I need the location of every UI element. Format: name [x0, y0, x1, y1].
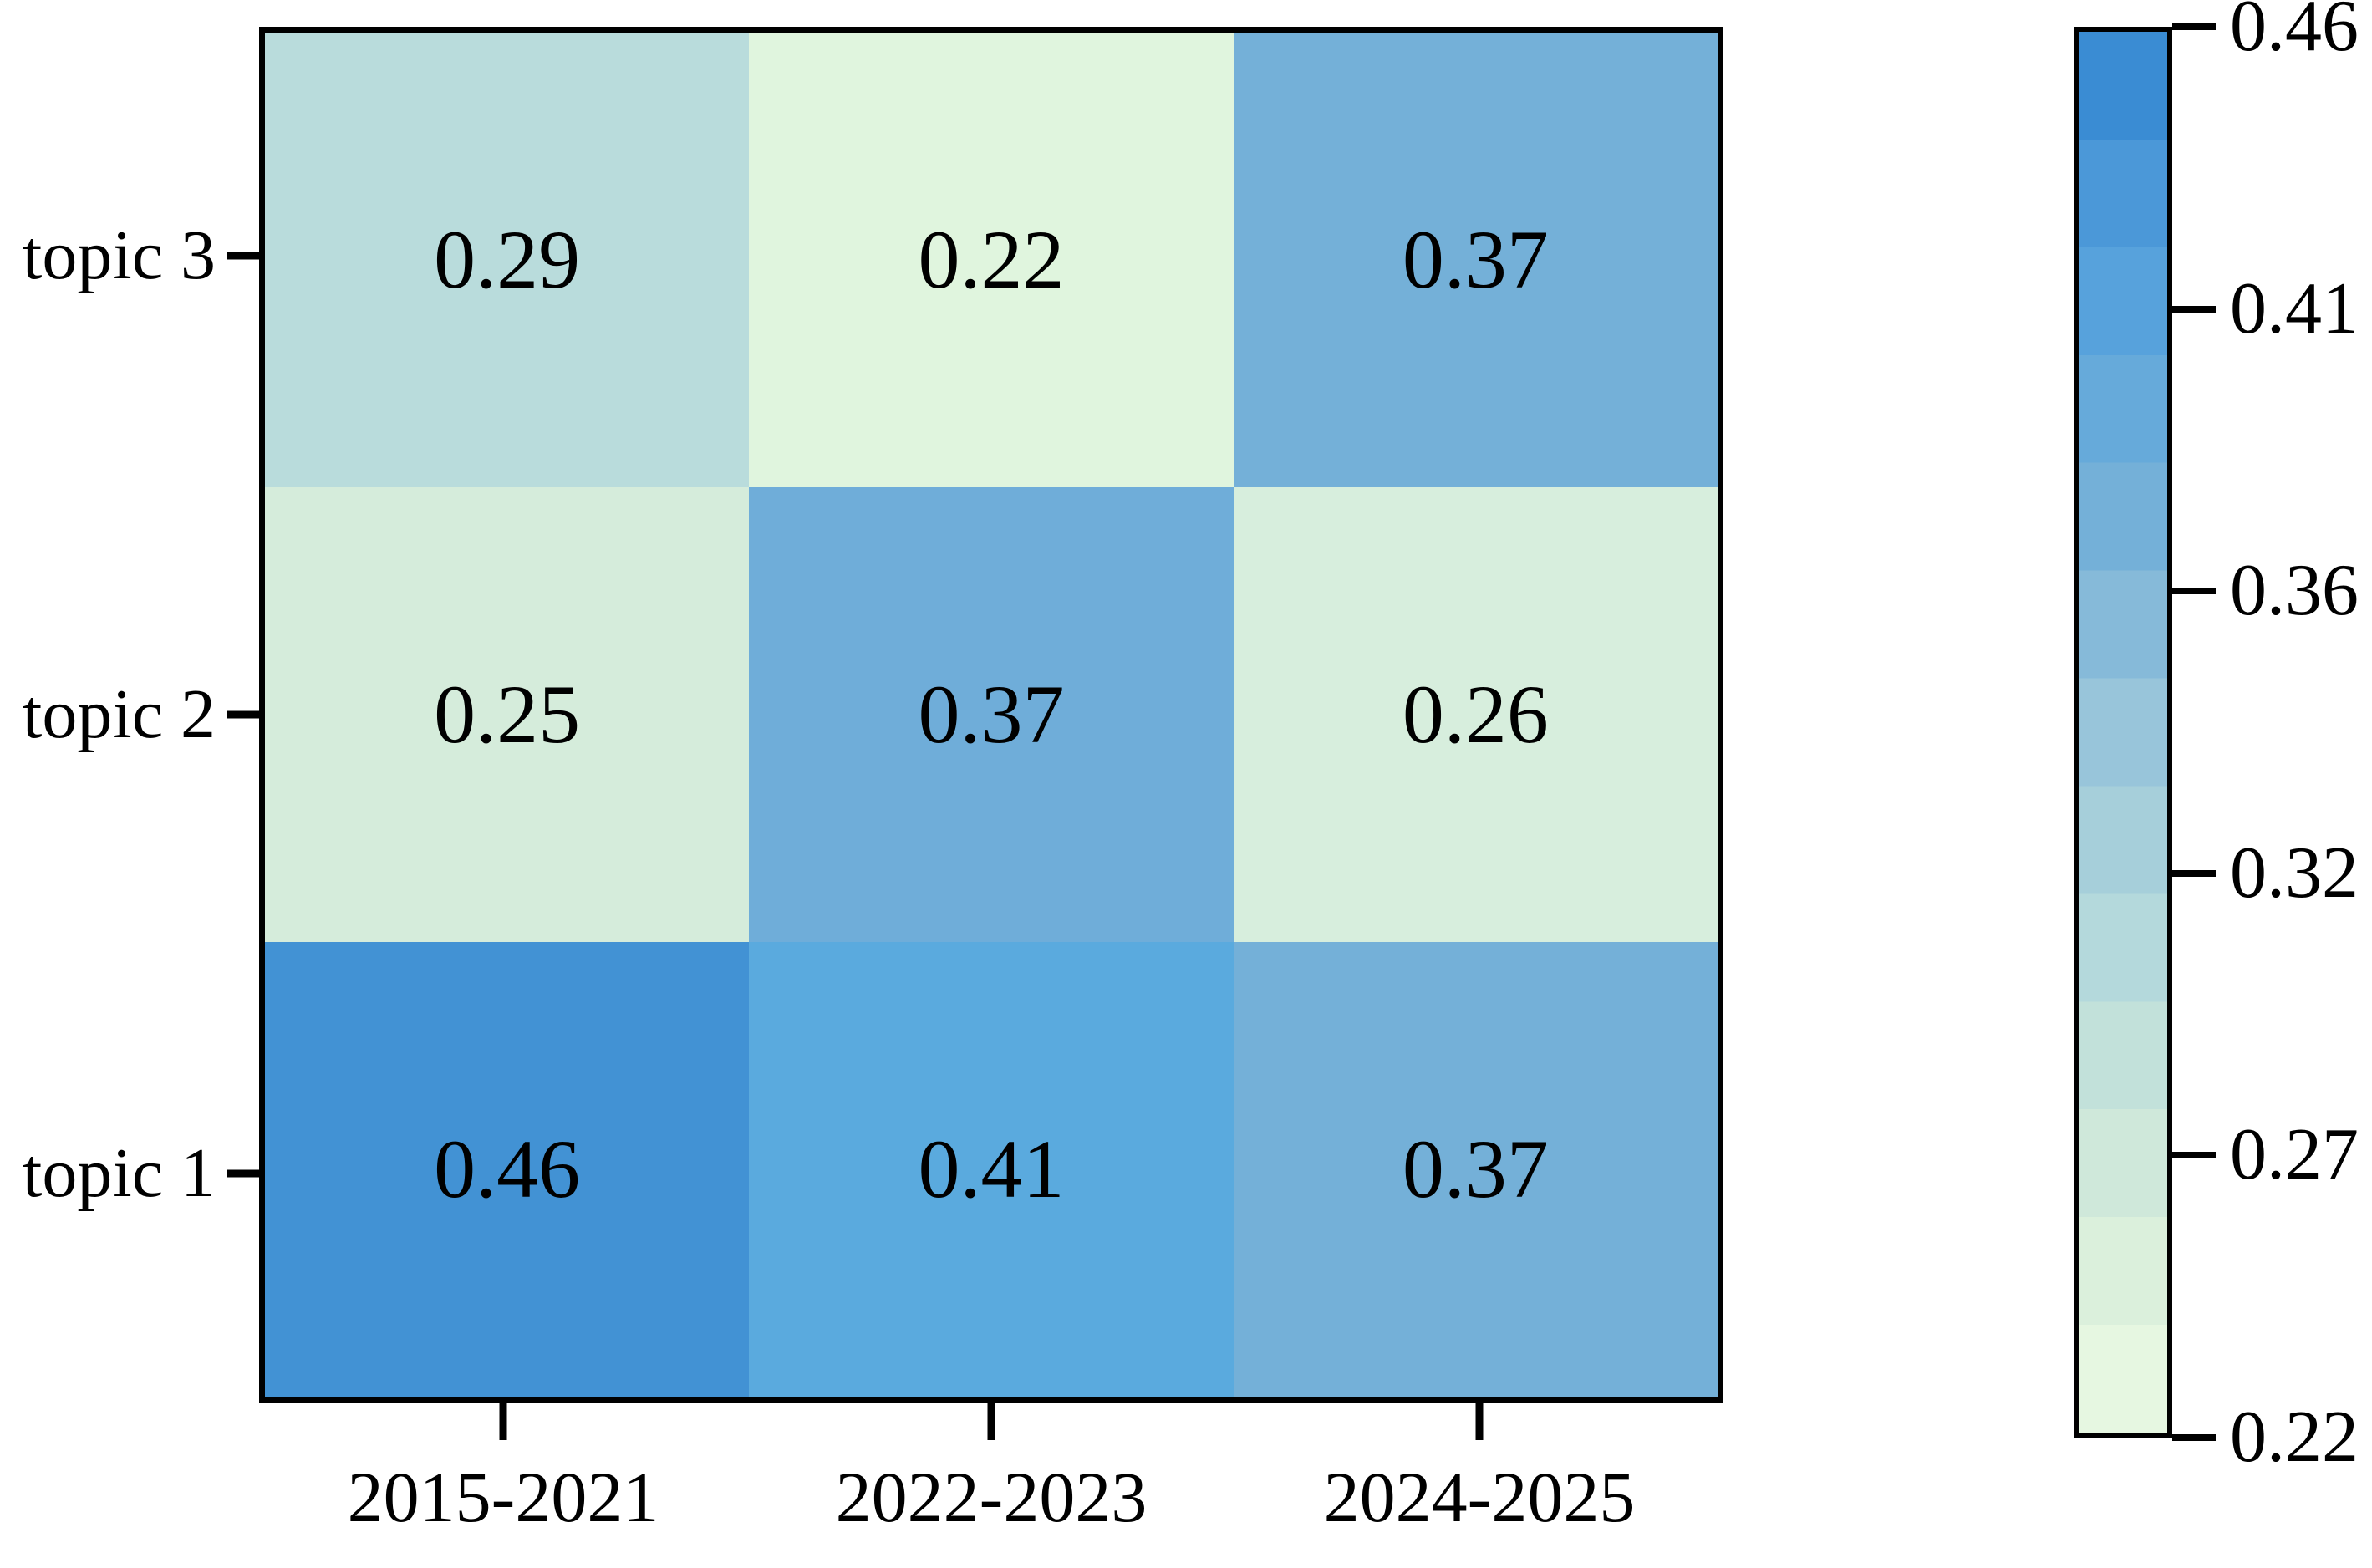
colorbar	[2074, 27, 2172, 1438]
x-axis-tick	[1475, 1403, 1484, 1440]
cell-value: 0.37	[918, 668, 1065, 761]
heatmap-cell: 0.41	[749, 942, 1234, 1397]
colorbar-tick-label: 0.46	[2230, 0, 2359, 67]
colorbar-tick-label: 0.32	[2230, 832, 2359, 914]
colorbar-tick	[2172, 1152, 2216, 1159]
colorbar-gradient	[2079, 32, 2167, 1433]
heatmap-cell: 0.22	[749, 33, 1234, 487]
heatmap-cell: 0.37	[749, 487, 1234, 942]
colorbar-tick-label: 0.27	[2230, 1114, 2359, 1196]
heatmap-cell: 0.46	[265, 942, 750, 1397]
cell-value: 0.37	[1402, 213, 1549, 306]
colorbar-tick-label: 0.36	[2230, 550, 2359, 632]
heatmap-cell: 0.37	[1233, 942, 1718, 1397]
colorbar-tick-label: 0.41	[2230, 267, 2359, 349]
heatmap-cell: 0.26	[1233, 487, 1718, 942]
y-axis-label: topic 3	[23, 216, 216, 295]
x-axis-label: 2024-2025	[1323, 1457, 1636, 1537]
cell-value: 0.22	[918, 213, 1065, 306]
colorbar-tick	[2172, 23, 2216, 30]
cell-value: 0.25	[434, 668, 581, 761]
y-axis-label: topic 1	[23, 1133, 216, 1212]
heatmap: 0.29 0.22 0.37 0.25 0.37 0.26 0.46 0.41 0.37	[259, 27, 1723, 1403]
heatmap-cell: 0.25	[265, 487, 750, 942]
y-axis-label: topic 2	[23, 675, 216, 753]
heatmap-cell: 0.37	[1233, 33, 1718, 487]
cell-value: 0.46	[434, 1123, 581, 1215]
colorbar-tick	[2172, 869, 2216, 877]
x-axis-tick	[987, 1403, 995, 1440]
y-axis-tick	[227, 1169, 259, 1178]
colorbar-tick	[2172, 588, 2216, 595]
cell-value: 0.41	[918, 1123, 1065, 1215]
x-axis-label: 2022-2023	[835, 1457, 1148, 1537]
cell-value: 0.37	[1402, 1123, 1549, 1215]
heatmap-cell: 0.29	[265, 33, 750, 487]
cell-value: 0.29	[434, 213, 581, 306]
colorbar-tick	[2172, 305, 2216, 313]
cell-value: 0.26	[1402, 668, 1549, 761]
x-axis-tick	[499, 1403, 507, 1440]
x-axis-label: 2015-2021	[347, 1457, 659, 1537]
y-axis-tick	[227, 252, 259, 260]
colorbar-tick-label: 0.22	[2230, 1397, 2359, 1478]
colorbar-tick	[2172, 1434, 2216, 1441]
y-axis-tick	[227, 710, 259, 719]
